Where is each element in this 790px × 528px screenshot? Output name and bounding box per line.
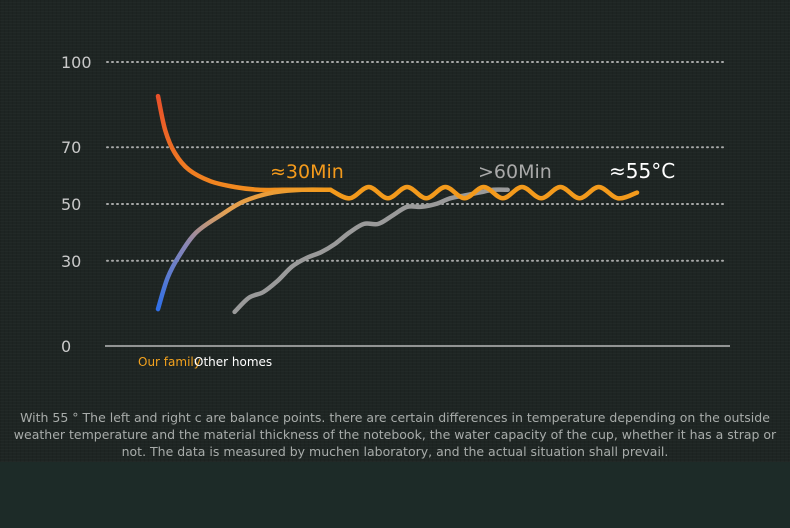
chart-background (0, 0, 790, 462)
series-our-family-balance-wave (328, 184, 640, 201)
y-tick-label-30: 30 (61, 252, 81, 271)
y-tick-label-0: 0 (61, 337, 71, 356)
footer-band (0, 462, 790, 528)
annotation-55c: ≈55°C (609, 159, 675, 183)
footnote: With 55 ° The left and right c are balan… (13, 410, 777, 459)
legend-our-family: Our family (138, 355, 201, 369)
legend-other-homes: Other homes (194, 355, 272, 369)
series-other-homes-line (232, 187, 510, 315)
y-tick-label-70: 70 (61, 138, 81, 157)
annotation-30min: ≈30Min (270, 161, 344, 183)
annotation-60min: >60Min (478, 161, 552, 183)
y-tick-label-100: 100 (61, 53, 92, 72)
temperature-chart: 100 70 50 30 0 ≈30Min >60Min ≈55°C Our famil… (61, 53, 730, 369)
series-our-family-warming-curve (155, 187, 333, 312)
y-tick-label-50: 50 (61, 195, 81, 214)
